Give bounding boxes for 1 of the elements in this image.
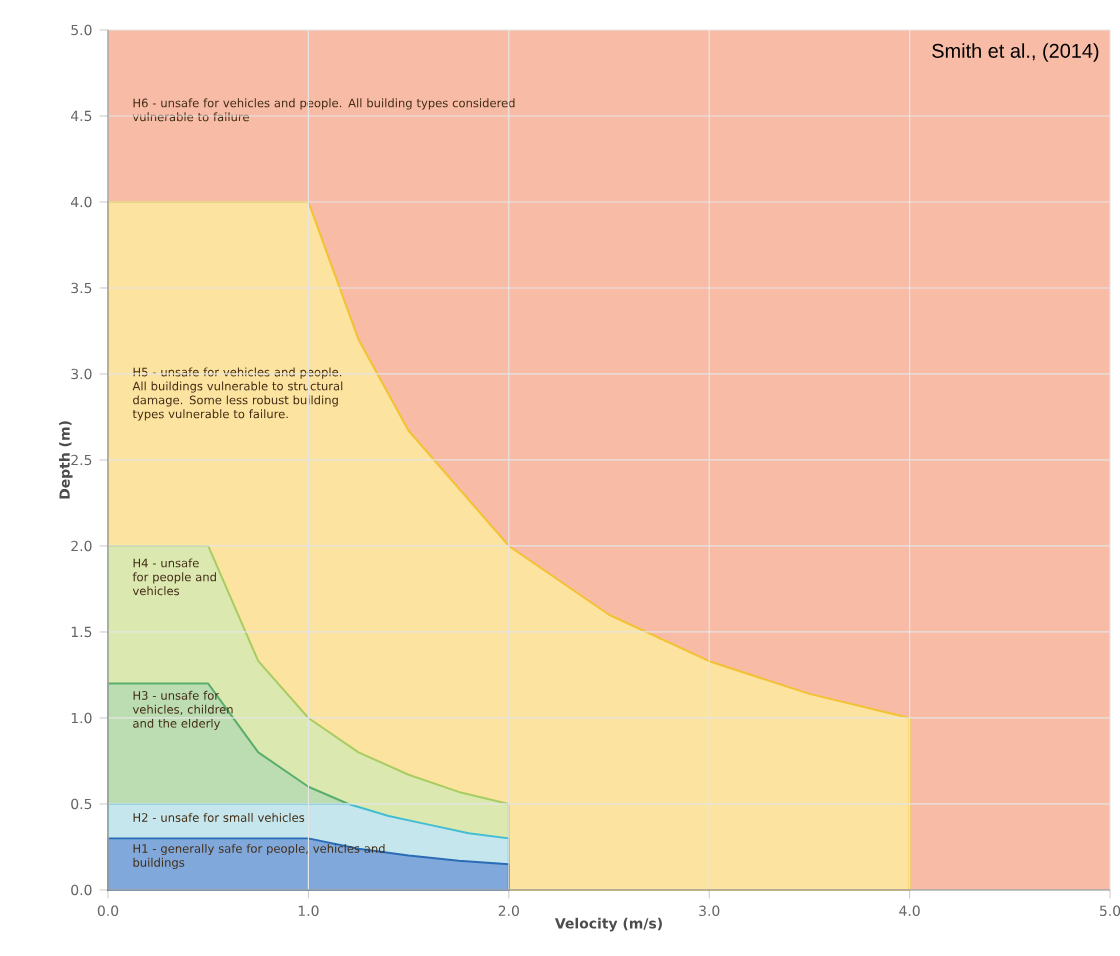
annotation: Smith et al., (2014) — [932, 43, 1099, 62]
